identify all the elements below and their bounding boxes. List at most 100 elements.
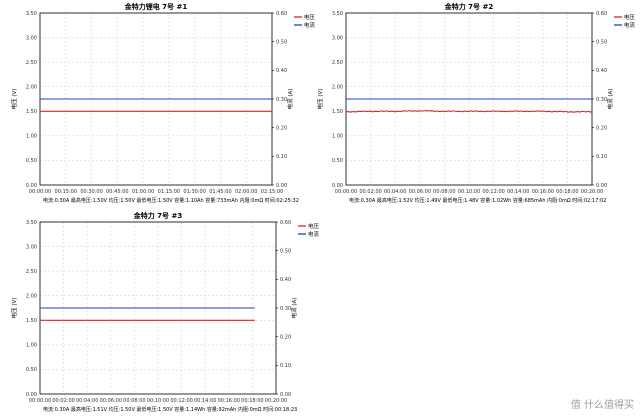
y2-tick-label: 0.60 <box>596 11 607 17</box>
x-tick-label: 01:45:00 <box>209 189 231 195</box>
chart-footer: 电流:0.30A 最高电压:1.50V 均压:1.50V 最低电压:1.50V … <box>43 197 299 204</box>
y-tick-label: 1.50 <box>332 109 343 115</box>
x-tick-label: 00:12:00 <box>482 189 504 195</box>
legend-label: 电压 <box>304 13 316 21</box>
y-tick-label: 3.50 <box>26 11 37 17</box>
legend-label: 电压 <box>308 222 320 230</box>
x-tick-label: 00:00:00 <box>29 189 51 195</box>
x-tick-label: 00:30:00 <box>80 189 102 195</box>
x-tick-label: 00:10:00 <box>147 398 169 404</box>
y-tick-label: 0.00 <box>26 392 37 398</box>
x-tick-label: 00:06:00 <box>409 189 431 195</box>
watermark: 值 什么值得买 <box>570 400 634 411</box>
y2-tick-label: 0.50 <box>276 39 287 45</box>
y2-tick-label: 0.20 <box>596 125 607 131</box>
chart-title: 金特力 7号 #3 <box>133 211 183 220</box>
y2-tick-label: 0.20 <box>280 334 291 340</box>
x-tick-label: 00:14:00 <box>507 189 529 195</box>
y-tick-label: 3.50 <box>26 220 37 226</box>
x-tick-label: 00:18:00 <box>556 189 578 195</box>
y-tick-label: 2.50 <box>332 60 343 66</box>
y2-tick-label: 0.20 <box>276 125 287 131</box>
chart-title: 金特力 7号 #2 <box>444 2 494 11</box>
y-tick-label: 3.00 <box>332 35 343 41</box>
x-tick-label: 00:14:00 <box>194 398 216 404</box>
y2-tick-label: 0.40 <box>280 277 291 283</box>
x-tick-label: 00:16:00 <box>532 189 554 195</box>
y-axis-label: 电压 (V) <box>10 89 18 110</box>
y-tick-label: 3.00 <box>26 35 37 41</box>
y-tick-label: 3.50 <box>332 11 343 17</box>
x-tick-label: 00:20:00 <box>265 398 287 404</box>
y-tick-label: 0.50 <box>26 367 37 373</box>
x-tick-label: 01:30:00 <box>183 189 205 195</box>
legend-label: 电流 <box>308 230 320 238</box>
chart-1: 00:00:00 00:15:00 00:30:00 00:45:00 01:00:00… <box>10 2 316 204</box>
voltage-series-line <box>345 109 593 113</box>
legend-label: 电压 <box>624 13 636 21</box>
y2-tick-label: 0.50 <box>596 39 607 45</box>
y-tick-label: 0.50 <box>26 158 37 164</box>
y2-tick-label: 0.30 <box>280 306 291 312</box>
y2-tick-label: 0.40 <box>276 68 287 74</box>
y2-tick-label: 0.00 <box>596 183 607 189</box>
x-tick-label: 00:16:00 <box>218 398 240 404</box>
x-tick-label: 00:10:00 <box>458 189 480 195</box>
x-tick-label: 00:04:00 <box>384 189 406 195</box>
y2-tick-label: 0.50 <box>280 248 291 254</box>
x-tick-label: 00:00:00 <box>335 189 357 195</box>
x-tick-label: 00:12:00 <box>170 398 192 404</box>
chart-3: 00:00:00 00:02:00 00:04:00 00:06:00 00:08:00… <box>10 211 320 413</box>
x-tick-label: 00:20:00 <box>581 189 603 195</box>
x-tick-label: 00:08:00 <box>123 398 145 404</box>
x-tick-label: 00:15:00 <box>55 189 77 195</box>
x-tick-label: 00:02:00 <box>52 398 74 404</box>
x-tick-label: 01:00:00 <box>132 189 154 195</box>
x-tick-label: 00:00:00 <box>29 398 51 404</box>
legend-label: 电流 <box>304 21 316 29</box>
y2-tick-label: 0.10 <box>280 363 291 369</box>
y-axis-label: 电压 (V) <box>10 298 18 319</box>
y-tick-label: 1.00 <box>26 134 37 140</box>
y-tick-label: 2.00 <box>26 294 37 300</box>
chart-footer: 电流:0.30A 最高电压:1.51V 均压:1.50V 最低电压:1.50V … <box>43 406 297 413</box>
y-tick-label: 2.50 <box>26 269 37 275</box>
x-tick-label: 02:00:00 <box>235 189 257 195</box>
y2-axis-label: 电流 (A) <box>606 89 614 110</box>
y-tick-label: 3.00 <box>26 244 37 250</box>
x-tick-label: 00:18:00 <box>241 398 263 404</box>
y2-axis-label: 电流 (A) <box>290 298 298 319</box>
chart-title: 金特力锂电 7号 #1 <box>124 2 188 11</box>
x-tick-label: 02:15:00 <box>261 189 283 195</box>
y-tick-label: 2.00 <box>332 85 343 91</box>
y2-tick-label: 0.10 <box>596 154 607 160</box>
chart-2: 00:00:00 00:02:00 00:04:00 00:06:00 00:08:00… <box>316 2 636 204</box>
x-tick-label: 00:02:00 <box>359 189 381 195</box>
y2-tick-label: 0.30 <box>276 97 287 103</box>
y2-tick-label: 0.60 <box>280 220 291 226</box>
y2-tick-label: 0.00 <box>280 392 291 398</box>
y2-tick-label: 0.10 <box>276 154 287 160</box>
chart-footer: 电流:0.30A 最高电压:1.52V 均压:1.49V 最低电压:1.48V … <box>349 197 606 204</box>
y-tick-label: 0.50 <box>332 158 343 164</box>
x-tick-label: 00:04:00 <box>76 398 98 404</box>
y-tick-label: 0.00 <box>332 183 343 189</box>
y-tick-label: 2.50 <box>26 60 37 66</box>
y-axis-label: 电压 (V) <box>316 89 324 110</box>
y-tick-label: 1.00 <box>332 134 343 140</box>
y-tick-label: 1.00 <box>26 343 37 349</box>
legend-label: 电流 <box>624 21 636 29</box>
x-tick-label: 00:08:00 <box>433 189 455 195</box>
y2-tick-label: 0.30 <box>596 97 607 103</box>
x-tick-label: 00:06:00 <box>100 398 122 404</box>
y2-tick-label: 0.40 <box>596 68 607 74</box>
y2-tick-label: 0.60 <box>276 11 287 17</box>
y-tick-label: 2.00 <box>26 85 37 91</box>
y-tick-label: 1.50 <box>26 318 37 324</box>
y2-axis-label: 电流 (A) <box>286 89 294 110</box>
x-tick-label: 00:45:00 <box>106 189 128 195</box>
x-tick-label: 01:15:00 <box>158 189 180 195</box>
y-tick-label: 0.00 <box>26 183 37 189</box>
y-tick-label: 1.50 <box>26 109 37 115</box>
